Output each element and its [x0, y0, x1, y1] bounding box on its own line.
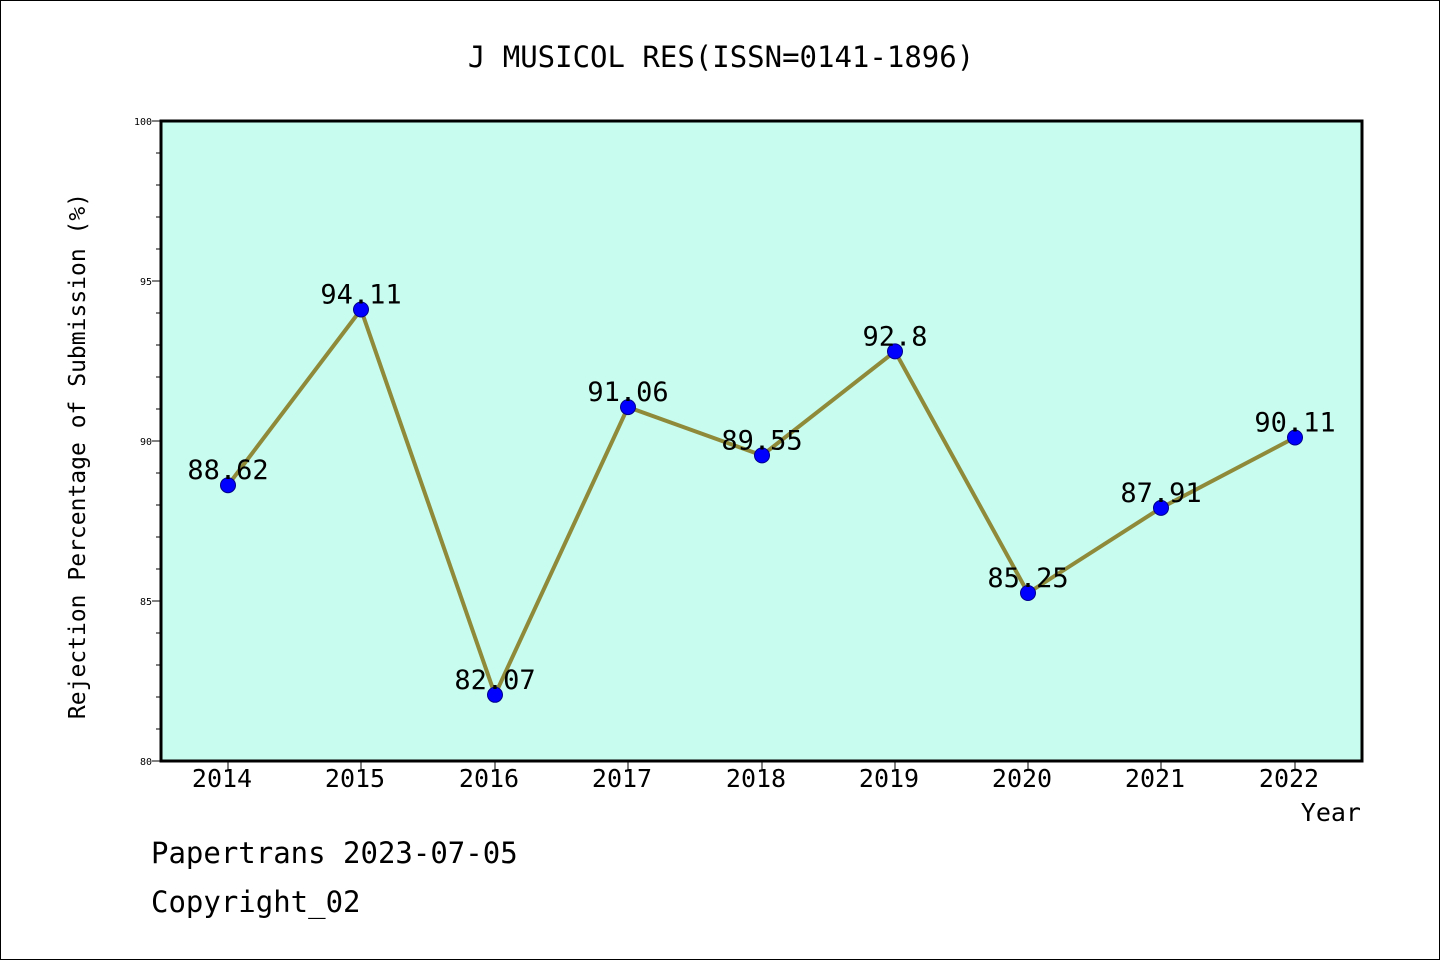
data-label: 88.62: [187, 455, 268, 486]
x-tick-label: 2021: [1125, 764, 1185, 793]
data-label: 94.11: [320, 280, 401, 311]
x-axis-label: Year: [1301, 798, 1361, 827]
x-tick-label: 2020: [992, 764, 1052, 793]
data-point-marker: [620, 399, 636, 416]
x-tick-label: 2016: [459, 764, 519, 793]
x-tick-label: 2014: [192, 764, 252, 793]
chart-title: J MUSICOL RES(ISSN=0141-1896): [468, 40, 974, 74]
data-label: 85.25: [987, 563, 1068, 594]
y-axis-label: Rejection Percentage of Submission (%): [65, 193, 91, 719]
y-axis: 80 85 90 95 100: [134, 117, 161, 768]
footer-date-text: Papertrans 2023-07-05: [151, 836, 518, 870]
x-tick-label: 2019: [859, 764, 919, 793]
y-tick-label: 90: [140, 437, 152, 448]
data-label: 91.06: [587, 377, 668, 408]
footer-copyright-text: Copyright_02: [151, 885, 361, 919]
data-point-marker: [754, 447, 770, 464]
x-axis: 2014 2015 2016 2017 2018 2019 2020 2021 2022: [192, 761, 1319, 793]
y-tick-label: 85: [140, 597, 152, 608]
data-label: 87.91: [1120, 478, 1201, 509]
data-markers: [220, 301, 1303, 703]
plot-area: [159, 119, 1364, 763]
x-tick-label: 2017: [592, 764, 652, 793]
data-point-marker: [1020, 585, 1036, 601]
x-tick-label: 2015: [325, 764, 385, 793]
data-point-marker: [220, 477, 236, 494]
data-point-marker: [487, 686, 503, 703]
data-label: 89.55: [721, 425, 802, 456]
x-tick-label: 2018: [726, 764, 786, 793]
data-point-marker: [887, 343, 903, 360]
y-tick-label: 95: [140, 277, 152, 288]
y-tick-label: 80: [140, 757, 152, 768]
data-labels: 88.62 94.11 82.07 91.06 89.55 92.8 85.25 87.91 9…: [187, 280, 1335, 696]
data-point-marker: [1287, 429, 1303, 446]
data-label: 92.8: [862, 321, 927, 352]
x-tick-label: 2022: [1259, 764, 1319, 793]
data-label: 82.07: [454, 665, 535, 696]
data-label: 90.11: [1254, 408, 1335, 439]
data-point-marker: [353, 301, 369, 318]
y-tick-label: 100: [134, 117, 152, 128]
data-point-marker: [1153, 499, 1169, 516]
